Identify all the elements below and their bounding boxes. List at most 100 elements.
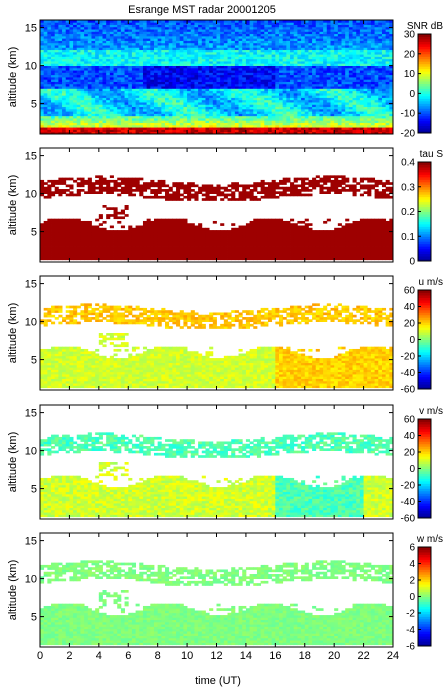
heat-cell bbox=[260, 97, 265, 101]
heat-cell bbox=[279, 127, 284, 130]
heat-cell bbox=[249, 70, 254, 73]
heat-cell bbox=[198, 58, 203, 62]
heat-cell bbox=[348, 124, 353, 128]
heat-cell bbox=[157, 77, 162, 80]
heat-cell bbox=[370, 92, 376, 96]
heat-cell bbox=[168, 81, 173, 85]
heat-cell bbox=[54, 38, 59, 41]
heat-cell bbox=[370, 67, 376, 71]
heat-cell bbox=[62, 33, 67, 37]
heat-cell bbox=[297, 33, 302, 37]
heat-cell bbox=[378, 92, 383, 96]
heat-cell bbox=[290, 124, 295, 128]
heat-cell bbox=[135, 54, 140, 57]
heat-cell bbox=[43, 220, 48, 224]
heat-cell bbox=[389, 33, 394, 37]
heat-cell bbox=[76, 108, 81, 112]
heat-cell bbox=[168, 131, 173, 135]
heat-cell bbox=[271, 38, 276, 41]
heat-cell bbox=[304, 115, 309, 119]
heat-cell bbox=[62, 111, 67, 114]
heat-cell bbox=[220, 38, 225, 41]
heat-cell bbox=[179, 65, 184, 69]
heat-cell bbox=[62, 31, 67, 35]
heat-cell bbox=[91, 120, 96, 123]
heat-cell bbox=[201, 35, 206, 39]
heat-cell bbox=[157, 51, 162, 55]
heat-cell bbox=[102, 113, 107, 117]
heat-cell bbox=[98, 45, 103, 48]
heat-cell bbox=[231, 88, 236, 92]
heat-cell bbox=[76, 38, 81, 41]
heat-cell bbox=[275, 63, 280, 66]
heat-cell bbox=[183, 29, 188, 32]
heat-cell bbox=[381, 74, 387, 78]
heat-cell bbox=[275, 49, 280, 53]
heat-cell bbox=[356, 81, 361, 85]
heat-cell bbox=[139, 77, 144, 80]
heat-cell bbox=[165, 81, 170, 85]
heat-cell bbox=[209, 58, 214, 62]
heat-cell bbox=[209, 131, 214, 135]
heat-cell bbox=[47, 241, 52, 245]
heat-cell bbox=[319, 127, 324, 130]
heat-cell bbox=[98, 33, 103, 37]
heat-cell bbox=[120, 74, 125, 78]
heat-cell bbox=[389, 108, 394, 112]
heat-cell bbox=[345, 102, 350, 105]
heat-cell bbox=[319, 122, 324, 126]
heat-cell bbox=[227, 74, 232, 78]
heat-cell bbox=[301, 61, 306, 64]
heat-cell bbox=[334, 74, 339, 78]
heat-cell bbox=[65, 99, 70, 103]
heat-cell bbox=[153, 120, 159, 123]
heat-cell bbox=[238, 29, 243, 32]
heat-cell bbox=[176, 31, 181, 35]
heat-cell bbox=[168, 79, 173, 82]
heat-cell bbox=[348, 102, 353, 105]
heat-cell bbox=[128, 61, 133, 64]
heat-cell bbox=[315, 67, 320, 71]
heat-cell bbox=[216, 40, 221, 44]
heat-cell bbox=[341, 81, 346, 85]
heat-cell bbox=[198, 31, 203, 35]
heat-cell bbox=[301, 24, 306, 28]
heat-cell bbox=[282, 33, 287, 37]
heat-cell bbox=[264, 115, 269, 119]
heat-cell bbox=[128, 35, 133, 39]
heat-cell bbox=[326, 124, 331, 128]
heat-cell bbox=[370, 38, 376, 41]
heat-cell bbox=[216, 67, 221, 71]
heat-cell bbox=[190, 72, 195, 76]
heat-cell bbox=[157, 58, 162, 62]
heat-cell bbox=[234, 63, 239, 66]
heat-cell bbox=[135, 86, 140, 89]
heat-cell bbox=[359, 26, 364, 30]
heat-cell bbox=[172, 67, 177, 71]
heat-cell bbox=[260, 131, 265, 135]
heat-cell bbox=[40, 127, 45, 130]
heat-cell bbox=[183, 88, 188, 92]
heat-cell bbox=[363, 33, 368, 37]
heat-cell bbox=[345, 35, 350, 39]
heat-cell bbox=[264, 102, 269, 105]
heat-cell bbox=[267, 106, 273, 110]
heat-cell bbox=[102, 70, 107, 73]
heat-cell bbox=[245, 63, 250, 66]
heat-cell bbox=[385, 49, 390, 53]
heat-cell bbox=[293, 92, 298, 96]
heat-cell bbox=[84, 86, 89, 89]
heat-cell bbox=[194, 92, 199, 96]
heat-cell bbox=[198, 40, 203, 44]
heat-cell bbox=[190, 83, 195, 87]
heat-cell bbox=[40, 243, 45, 247]
heat-cell bbox=[381, 83, 387, 87]
heat-cell bbox=[256, 79, 262, 82]
heat-cell bbox=[187, 129, 192, 133]
heat-cell bbox=[227, 92, 232, 96]
heat-cell bbox=[334, 104, 339, 108]
heat-cell bbox=[378, 45, 383, 48]
heat-cell bbox=[84, 81, 89, 85]
heat-cell bbox=[43, 191, 48, 194]
heat-cell bbox=[91, 115, 96, 119]
